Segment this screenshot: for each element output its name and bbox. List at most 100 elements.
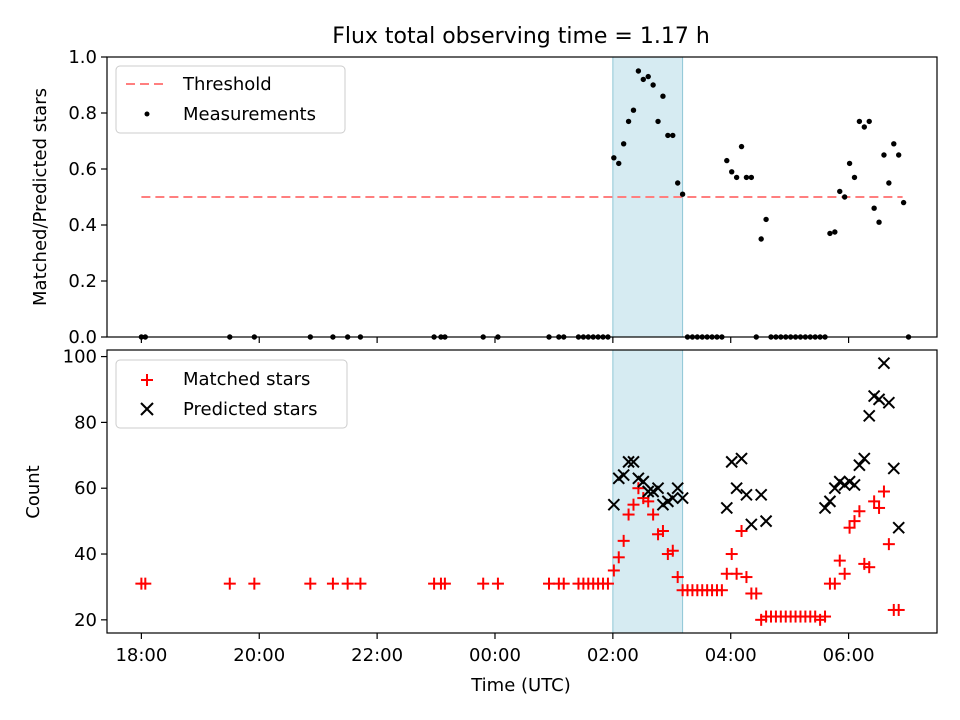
predicted-point	[887, 462, 900, 475]
predicted-point	[637, 475, 650, 488]
matched-stars-series	[135, 482, 905, 626]
predicted-point	[882, 396, 896, 409]
matched-point	[843, 521, 856, 534]
measurement-point	[748, 174, 755, 181]
x-tick-label: 22:00	[351, 645, 403, 666]
matched-point	[647, 508, 660, 521]
matched-point	[819, 610, 832, 623]
matched-point	[656, 524, 669, 537]
matched-point	[715, 584, 728, 597]
matched-point	[750, 587, 763, 600]
matched-point	[491, 577, 504, 590]
measurement-point	[733, 174, 740, 181]
top-axis-ticks: 0.0 0.2 0.4 0.6 0.8 1.0	[68, 47, 850, 348]
measurement-point	[655, 118, 661, 125]
predicted-point	[754, 488, 768, 501]
predicted-point	[671, 482, 684, 495]
measurement-point	[881, 152, 887, 158]
x-tick-label: 18:00	[115, 645, 167, 666]
bottom-y-tick-label: 100	[63, 347, 97, 368]
bottom-y-tick-label: 20	[74, 610, 97, 631]
matched-point	[612, 551, 625, 564]
predicted-point	[740, 488, 753, 501]
measurement-point	[665, 132, 671, 139]
matched-point	[622, 508, 635, 521]
legend-threshold-label: Threshold	[182, 74, 272, 95]
top-legend: Threshold Measurements	[115, 65, 346, 134]
top-panel: 0.0 0.2 0.4 0.6 0.8 1.0 Matched/Predicted sta…	[30, 47, 938, 348]
measurement-point	[660, 93, 666, 99]
top-y-axis-label: Matched/Predicted stars	[30, 88, 51, 306]
predicted-point	[872, 393, 886, 406]
matched-point	[341, 577, 354, 590]
matched-point	[877, 485, 890, 498]
predicted-point	[730, 482, 743, 495]
top-legend-box	[115, 65, 346, 134]
measurement-point	[674, 180, 681, 186]
matched-point	[666, 544, 679, 557]
predicted-point	[848, 478, 861, 492]
x-axis-label: Time (UTC)	[470, 675, 571, 696]
predicted-point	[745, 518, 758, 531]
legend-matched-swatch	[141, 374, 153, 386]
measurement-point	[611, 155, 617, 161]
matched-point	[632, 482, 645, 495]
matched-point	[735, 524, 748, 537]
top-y-tick-label: 0.2	[68, 271, 97, 292]
x-tick-label: 02:00	[587, 645, 639, 666]
matched-point	[853, 505, 866, 518]
measurement-point	[837, 188, 843, 195]
legend-measurements-swatch	[144, 111, 150, 117]
measurement-point	[758, 236, 764, 242]
measurement-point	[640, 76, 647, 83]
measurement-point	[679, 191, 686, 197]
bottom-axis-ticks: 20 40 60 80 100 18:00 20:00 22:00 00:00 02:00 04:0…	[63, 347, 875, 666]
matched-point	[438, 577, 451, 590]
matched-point	[828, 577, 841, 590]
predicted-point	[607, 498, 621, 511]
measurement-point	[635, 68, 642, 74]
predicted-point	[725, 455, 738, 469]
matched-point	[725, 548, 738, 561]
measurement-point	[630, 107, 637, 113]
bottom-panel: 20 40 60 80 100 18:00 20:00 22:00 00:00 02:00 04:0…	[23, 347, 938, 696]
measurement-point	[724, 157, 730, 164]
predicted-point	[892, 521, 905, 534]
predicted-point	[853, 458, 866, 472]
measurement-point	[886, 180, 892, 186]
matched-point	[627, 498, 640, 511]
matched-point	[671, 571, 684, 584]
predicted-point	[818, 501, 832, 515]
matched-point	[892, 603, 905, 616]
measurement-point	[616, 160, 622, 167]
measurement-point	[841, 194, 848, 200]
measurement-point	[876, 219, 882, 225]
measurement-point	[827, 230, 833, 237]
measurement-point	[900, 199, 907, 206]
bottom-legend-box	[115, 359, 348, 429]
measurement-point	[861, 124, 868, 130]
predicted-point	[735, 452, 748, 465]
matched-point	[557, 577, 570, 590]
matched-point	[617, 534, 630, 547]
matched-point	[223, 577, 236, 590]
x-tick-label: 00:00	[469, 645, 521, 666]
top-y-tick-label: 0.8	[68, 103, 97, 124]
matched-point	[607, 564, 620, 577]
matched-point	[730, 567, 743, 580]
measurement-point	[856, 118, 863, 125]
matched-point	[326, 577, 339, 590]
predicted-point	[676, 491, 689, 505]
x-tick-label: 06:00	[823, 645, 875, 666]
measurement-point	[866, 118, 872, 125]
matched-point	[873, 501, 886, 514]
measurement-point	[620, 141, 627, 147]
measurement-point	[832, 229, 838, 235]
predicted-point	[622, 455, 635, 469]
matched-point	[740, 571, 753, 584]
top-y-tick-label: 1.0	[68, 47, 97, 68]
bottom-y-axis-label: Count	[23, 465, 44, 518]
predicted-point	[858, 452, 871, 465]
bottom-y-tick-label: 60	[74, 478, 97, 499]
